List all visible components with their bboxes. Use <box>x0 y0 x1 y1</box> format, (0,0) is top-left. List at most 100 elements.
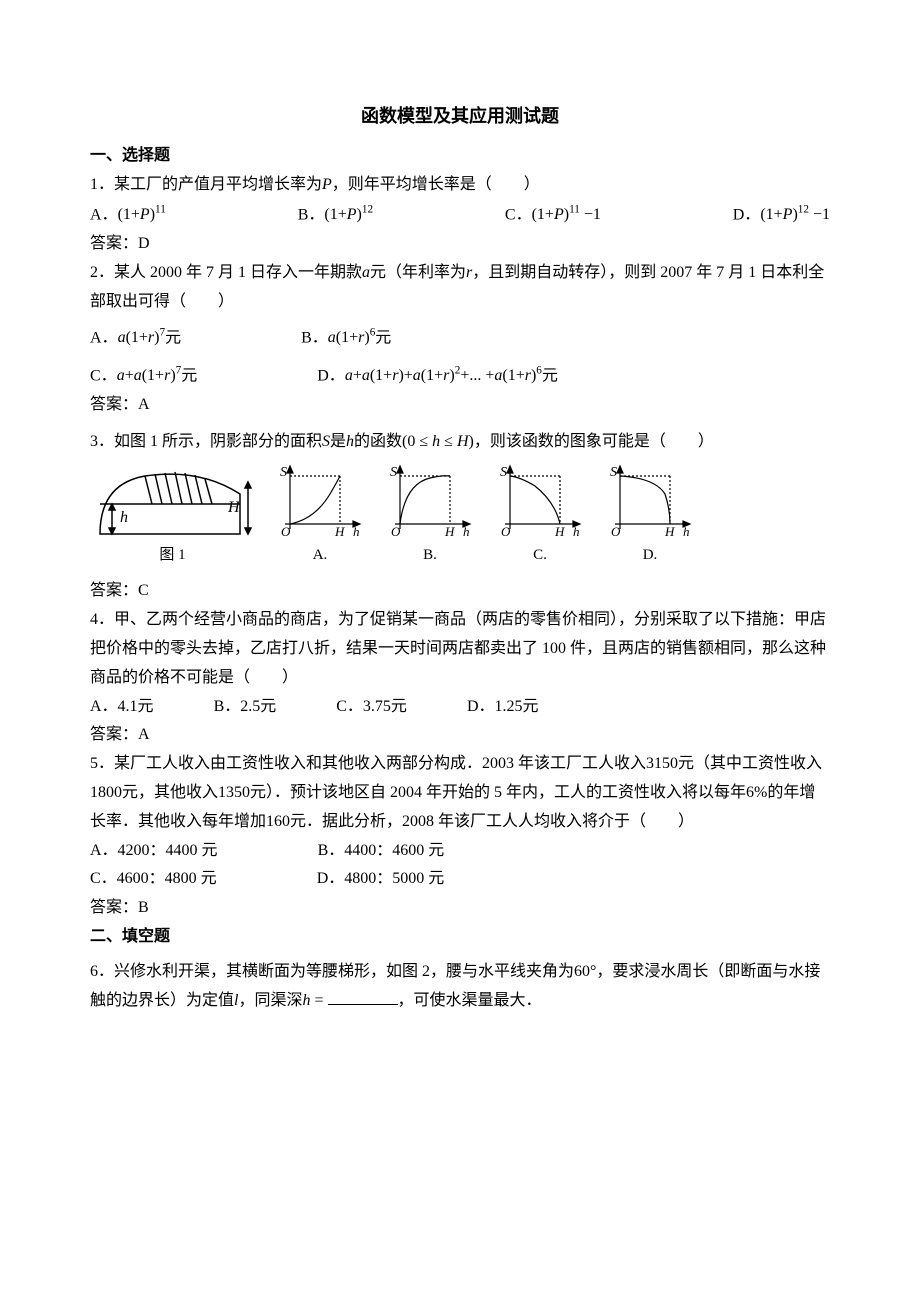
q6-blank <box>328 988 398 1005</box>
q2-stem: 2．某人 2000 年 7 月 1 日存入一年期款a元（年利率为r，且到期自动转… <box>90 259 830 317</box>
q5-opt-c: C．4600：4800 元 <box>90 865 217 894</box>
section-1-header: 一、选择题 <box>90 142 830 171</box>
q1-opt-b-pre: B． <box>298 206 325 223</box>
q2-options-row2: C．a+a(1+r)7元 D．a+a(1+r)+a(1+r)2+... +a(1… <box>90 361 830 391</box>
q2-answer: 答案：A <box>90 391 830 420</box>
q1-opt-c: C．(1+P)11 −1 <box>505 200 601 230</box>
panel-d-S: S <box>610 465 617 480</box>
q5-opt-b: B．4400：4600 元 <box>318 837 445 866</box>
panel-b-S: S <box>390 465 397 480</box>
q2-opt-b-pre: B． <box>301 329 328 346</box>
panel-c-label: C. <box>495 542 585 569</box>
q2-opt-a: A．a(1+r)7元 <box>90 323 181 353</box>
q1-text-2: ，则年平均增长率是（ ） <box>332 176 540 193</box>
panel-c-S: S <box>500 465 507 480</box>
q4-options: A．4.1元 B．2.5元 C．3.75元 D．1.25元 <box>90 693 830 722</box>
panel-a-H: H <box>334 524 345 539</box>
q5-stem: 5．某厂工人收入由工资性收入和其他收入两部分构成．2003 年该工厂工人收入31… <box>90 750 830 836</box>
q3-answer: 答案：C <box>90 577 830 606</box>
q4-answer: 答案：A <box>90 721 830 750</box>
q1-opt-a-pre: A． <box>90 206 118 223</box>
q3-figure-row: h H 图 1 S O H h A. <box>90 464 830 569</box>
q1-stem: 1．某工厂的产值月平均增长率为P，则年平均增长率是（ ） <box>90 171 830 200</box>
q2-opt-c-math: a+a(1+r)7 <box>117 367 182 384</box>
q1-opt-c-pre: C． <box>505 206 532 223</box>
q2-opt-a-math: a(1+r)7 <box>118 329 166 346</box>
panel-a-label: A. <box>275 542 365 569</box>
panel-c-h: h <box>573 524 580 539</box>
panel-d-svg: S O H h <box>605 464 695 542</box>
q6-text-4: ，可使水渠量最大． <box>398 992 542 1009</box>
q2-opt-d-suf: 元 <box>542 367 558 384</box>
q1-options: A．(1+P)11 B．(1+P)12 C．(1+P)11 −1 D．(1+P)… <box>90 200 830 230</box>
q1-opt-d-pre: D． <box>733 206 761 223</box>
q2-opt-b-suf: 元 <box>375 329 391 346</box>
q1-var-p: P <box>322 176 332 193</box>
q3-text-2: 是 <box>330 433 346 450</box>
panel-d-O: O <box>611 524 621 539</box>
q1-answer: 答案：D <box>90 230 830 259</box>
q3-var-h2: h <box>432 433 440 450</box>
q2-opt-a-suf: 元 <box>165 329 181 346</box>
q5-options-row1: A．4200：4400 元 B．4400：4600 元 <box>90 837 830 866</box>
fig1-H-label: H <box>227 499 241 516</box>
q6-text-2: ，同渠深 <box>238 992 302 1009</box>
q5-answer: 答案：B <box>90 894 830 923</box>
panel-d-h: h <box>683 524 690 539</box>
q3-text-3: 的函数(0 ≤ <box>354 433 432 450</box>
q4-opt-c: C．3.75元 <box>336 693 407 722</box>
q4-opt-b: B．2.5元 <box>214 693 277 722</box>
q4-opt-a: A．4.1元 <box>90 693 154 722</box>
q2-opt-d: D．a+a(1+r)+a(1+r)2+... +a(1+r)6元 <box>317 361 558 391</box>
q4-opt-d: D．1.25元 <box>467 693 539 722</box>
q2-text-1: 2．某人 2000 年 7 月 1 日存入一年期款 <box>90 264 362 281</box>
q3-panel-d: S O H h D. <box>605 464 695 569</box>
q6-stem: 6．兴修水利开渠，其横断面为等腰梯形，如图 2，腰与水平线夹角为60°，要求浸水… <box>90 958 830 1016</box>
panel-a-svg: S O H h <box>275 464 365 542</box>
panel-c-svg: S O H h <box>495 464 585 542</box>
q2-opt-b: B．a(1+r)6元 <box>301 323 391 353</box>
q2-opt-c-suf: 元 <box>181 367 197 384</box>
q2-opt-c: C．a+a(1+r)7元 <box>90 361 197 391</box>
q3-var-s: S <box>322 433 330 450</box>
q1-opt-b-math: (1+P)12 <box>324 206 373 223</box>
q3-panel-c: S O H h C. <box>495 464 585 569</box>
q4-stem: 4．甲、乙两个经营小商品的商店，为了促销某一商品（两店的零售价相同），分别采取了… <box>90 606 830 692</box>
q2-var-a: a <box>362 264 370 281</box>
panel-b-label: B. <box>385 542 475 569</box>
panel-b-h: h <box>463 524 470 539</box>
q1-opt-d-math: (1+P)12 −1 <box>760 206 830 223</box>
q3-var-H: H <box>457 433 469 450</box>
q3-panel-b: S O H h B. <box>385 464 475 569</box>
panel-c-H: H <box>554 524 565 539</box>
q5-options-row2: C．4600：4800 元 D．4800：5000 元 <box>90 865 830 894</box>
panel-d-H: H <box>664 524 675 539</box>
panel-a-S: S <box>280 465 287 480</box>
q1-opt-a-math: (1+P)11 <box>118 206 166 223</box>
q6-text-3: = <box>310 992 327 1009</box>
q2-options-row1: A．a(1+r)7元 B．a(1+r)6元 <box>90 323 830 353</box>
fig1-h-label: h <box>120 509 128 526</box>
panel-d-label: D. <box>605 542 695 569</box>
q3-var-h: h <box>346 433 354 450</box>
q2-opt-a-pre: A． <box>90 329 118 346</box>
q1-opt-d: D．(1+P)12 −1 <box>733 200 830 230</box>
panel-a-O: O <box>281 524 291 539</box>
q3-figure-1: h H 图 1 <box>90 464 255 569</box>
q3-text-1: 3．如图 1 所示，阴影部分的面积 <box>90 433 322 450</box>
q3-figure1-svg: h H <box>90 464 255 542</box>
q3-panel-a: S O H h A. <box>275 464 365 569</box>
q1-text-1: 1．某工厂的产值月平均增长率为 <box>90 176 322 193</box>
q2-opt-b-math: a(1+r)6 <box>328 329 376 346</box>
q1-opt-a: A．(1+P)11 <box>90 200 166 230</box>
panel-a-h: h <box>353 524 360 539</box>
q3-text-5: )，则该函数的图象可能是（ ） <box>469 433 714 450</box>
q3-stem: 3．如图 1 所示，阴影部分的面积S是h的函数(0 ≤ h ≤ H)，则该函数的… <box>90 428 830 457</box>
q5-opt-d: D．4800：5000 元 <box>317 865 445 894</box>
q1-opt-b: B．(1+P)12 <box>298 200 373 230</box>
q3-text-4: ≤ <box>440 433 457 450</box>
panel-c-O: O <box>501 524 511 539</box>
q2-text-2: 元（年利率为 <box>370 264 466 281</box>
panel-b-H: H <box>444 524 455 539</box>
q2-opt-d-pre: D． <box>317 367 345 384</box>
